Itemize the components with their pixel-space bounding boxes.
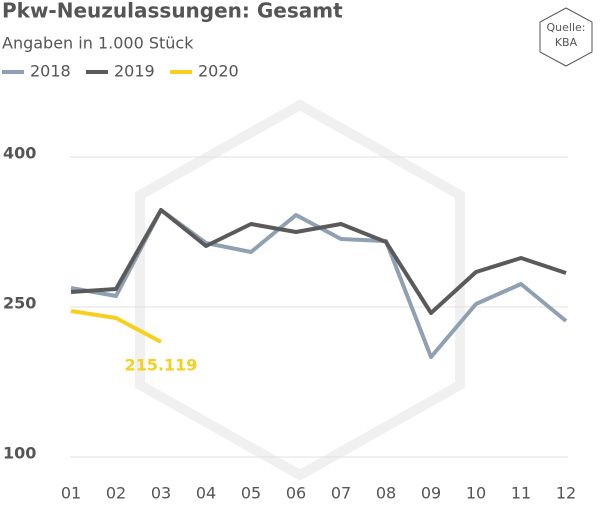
x-tick-label: 05: [241, 484, 261, 503]
legend-label: 2020: [198, 62, 239, 81]
x-tick-label: 02: [106, 484, 126, 503]
x-tick-label: 03: [151, 484, 171, 503]
x-tick-label: 04: [196, 484, 216, 503]
watermark: [135, 99, 465, 481]
legend-label: 2019: [114, 62, 155, 81]
chart-subtitle: Angaben in 1.000 Stück: [2, 34, 194, 53]
x-tick-label: 10: [466, 484, 486, 503]
y-tick-label: 400: [3, 144, 36, 163]
y-tick-label: 250: [3, 294, 36, 313]
source-name: KBA: [555, 36, 578, 49]
series-line: [70, 208, 567, 315]
y-tick-label: 100: [3, 444, 36, 463]
x-tick-label: 01: [61, 484, 81, 503]
source-label: Quelle:: [547, 21, 586, 34]
chart-title: Pkw-Neuzulassungen: Gesamt: [2, 0, 343, 23]
x-tick-label: 08: [376, 484, 396, 503]
series-line: [70, 309, 162, 344]
data-label: 215.119: [125, 355, 198, 374]
legend-label: 2018: [30, 62, 71, 81]
source-badge: [539, 7, 593, 67]
x-tick-label: 07: [331, 484, 351, 503]
x-tick-label: 06: [286, 484, 306, 503]
x-tick-label: 09: [421, 484, 441, 503]
x-tick-label: 11: [511, 484, 531, 503]
x-tick-label: 12: [556, 484, 576, 503]
